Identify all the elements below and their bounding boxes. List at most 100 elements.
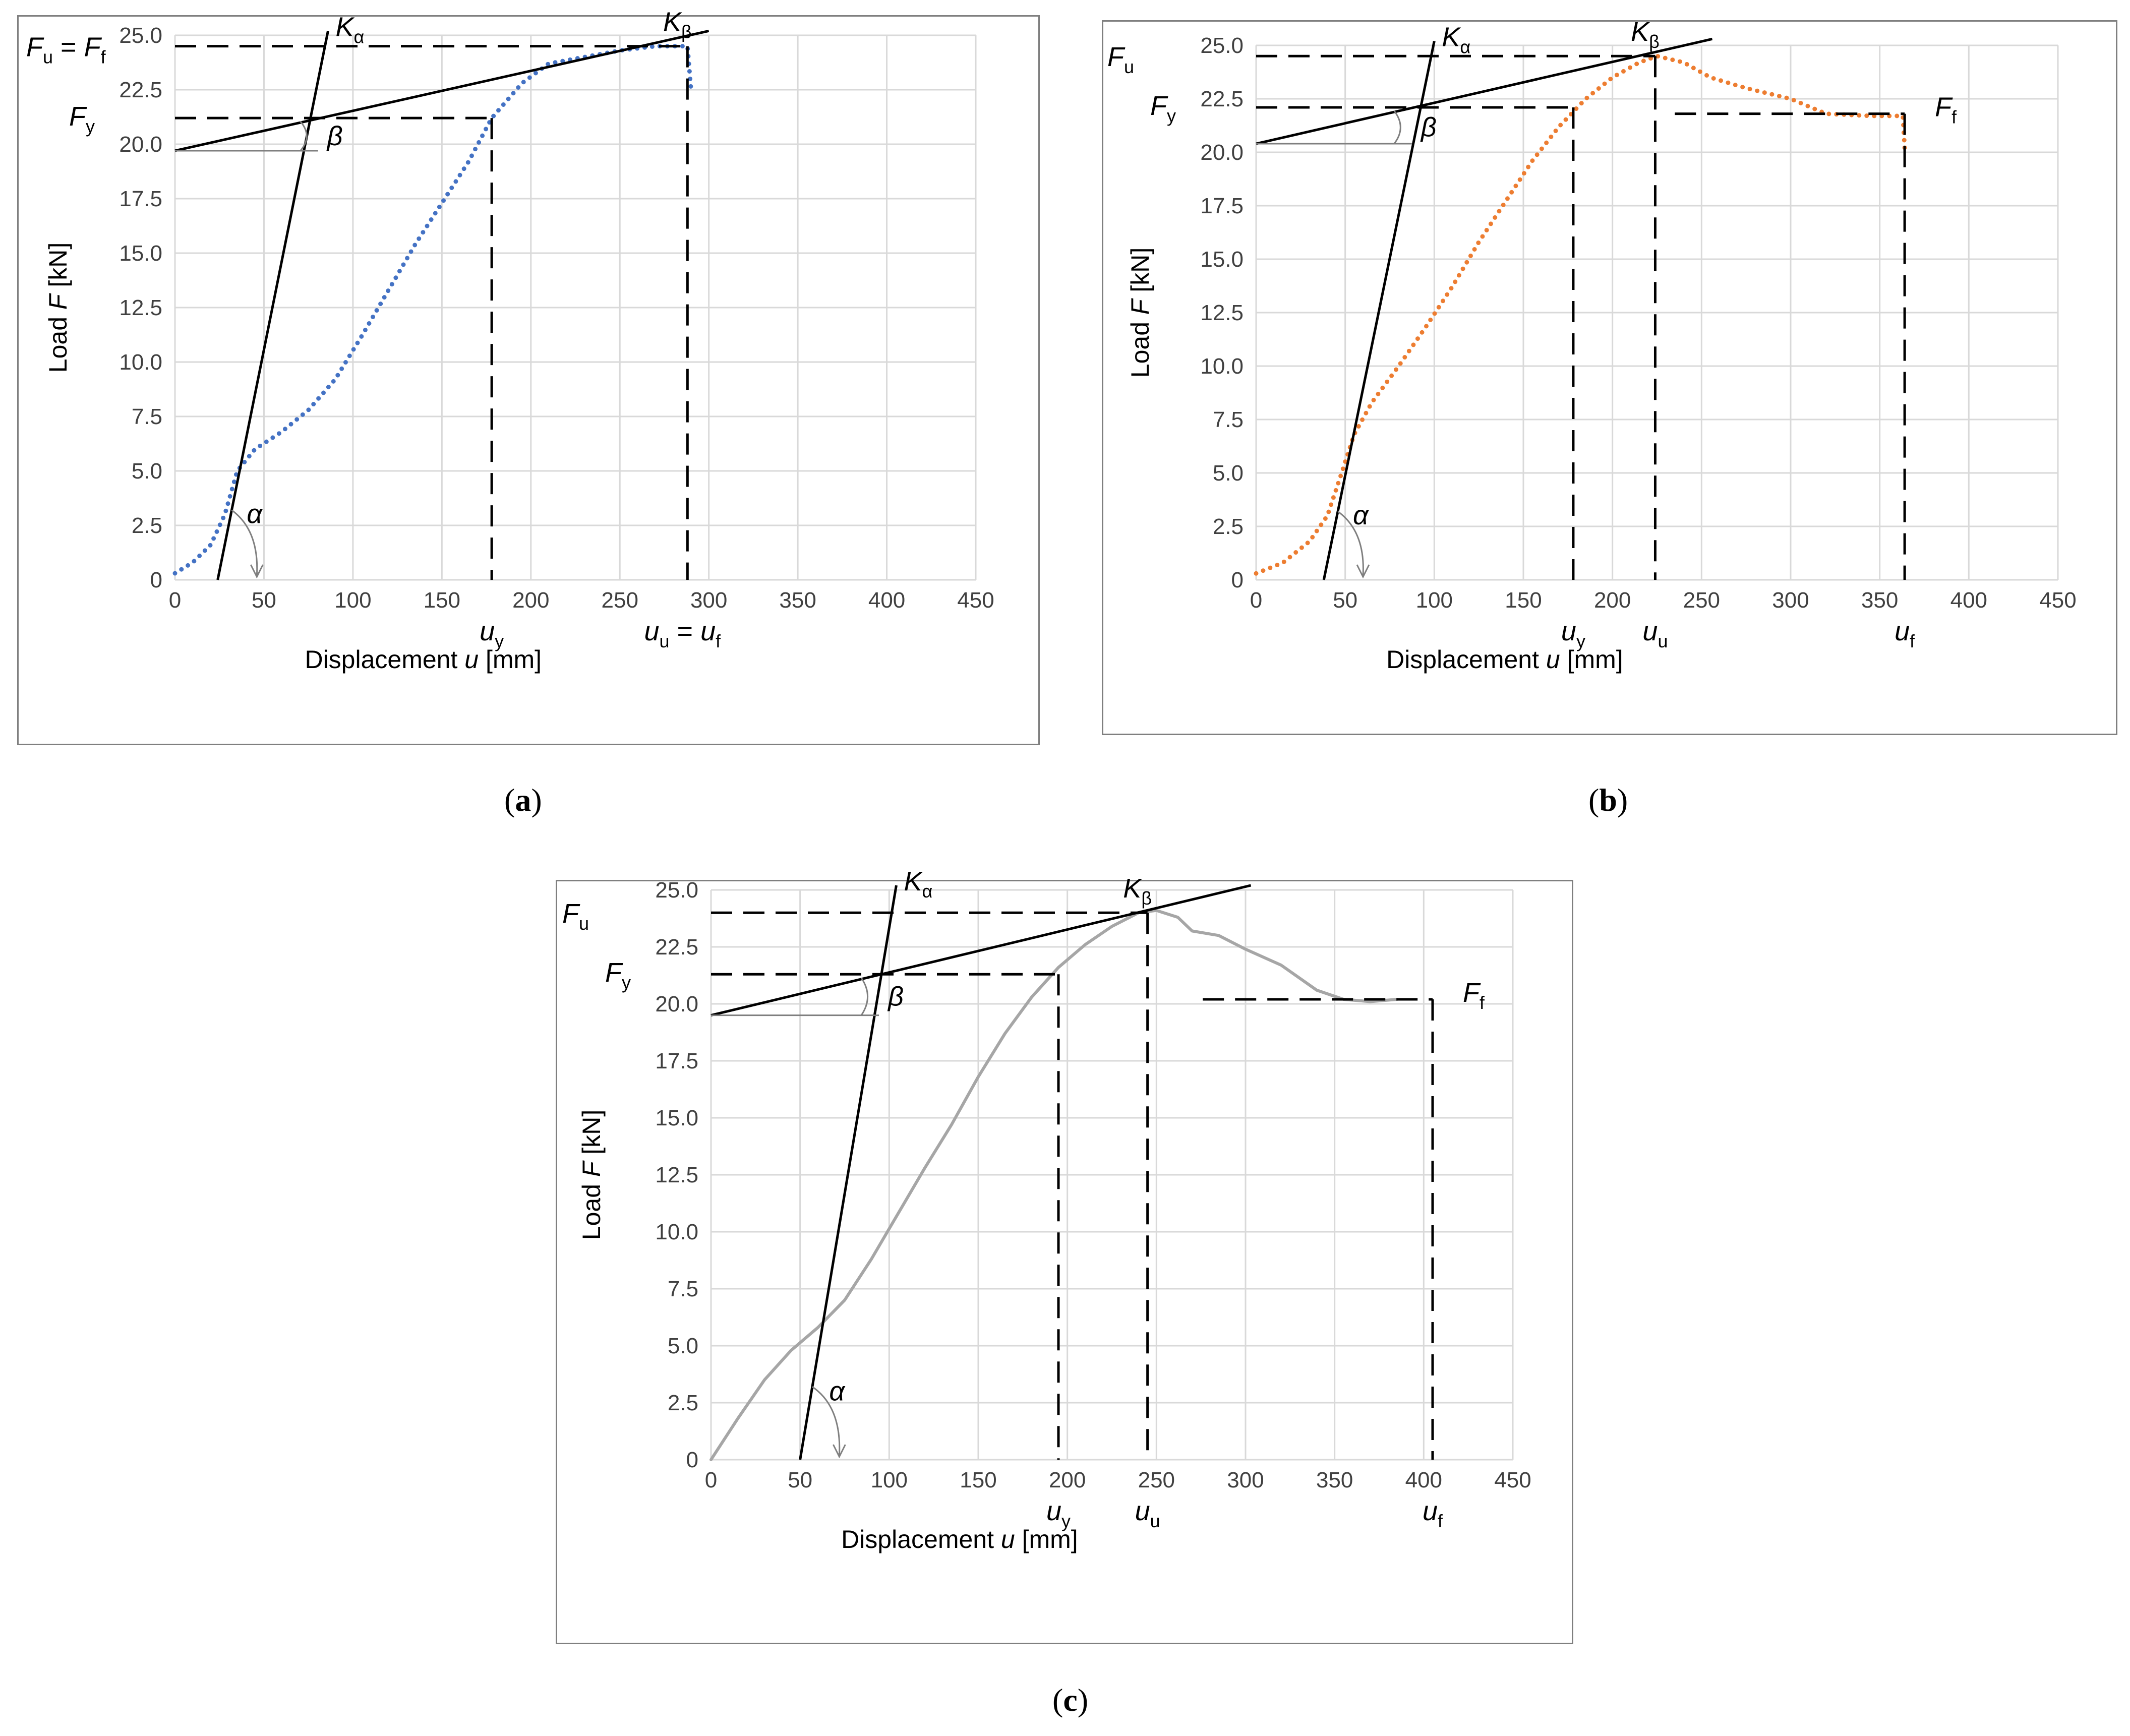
x-tick-label: 400	[1405, 1468, 1442, 1492]
k-beta-label: Kβ	[663, 7, 692, 42]
y-tick-label: 15.0	[655, 1106, 698, 1130]
caption-c: (c)	[1052, 1682, 1089, 1718]
chart-panel-a: 0 50 100 150 200 250 300 350 400 450 0 2.5 5.0 7.5 10.…	[17, 7, 1040, 745]
y-tick-label: 2.5	[1213, 514, 1244, 539]
x-tick-label: 150	[424, 588, 460, 613]
k-alpha-line	[216, 30, 329, 580]
k-alpha-line	[1322, 41, 1436, 580]
k-beta-line	[711, 884, 1252, 1017]
ff-label: Ff	[1463, 978, 1485, 1013]
chart-a-svg: 0 50 100 150 200 250 300 350 400 450 0 2.5 5.0 7.5 10.…	[26, 7, 994, 674]
y-tick-label: 2.5	[132, 513, 162, 538]
alpha-arc-arrowhead	[833, 1444, 846, 1459]
uu-label: uu	[1642, 616, 1668, 651]
x-tick-label: 400	[1950, 588, 1987, 613]
uu-uf-label: uu = uf	[644, 616, 721, 651]
x-tick-label: 100	[334, 588, 371, 613]
y-tick-label: 20.0	[1200, 140, 1244, 165]
k-beta-label: Kβ	[1123, 873, 1152, 909]
x-tick-label: 250	[1138, 1468, 1175, 1492]
beta-angle-arc	[300, 121, 308, 151]
load-displacement-curve	[709, 909, 1399, 1461]
y-tick-label: 12.5	[655, 1163, 698, 1187]
y-tick-label: 22.5	[119, 78, 162, 102]
x-tick-label: 450	[1494, 1468, 1531, 1492]
uy-label: uy	[1561, 616, 1585, 651]
alpha-angle-arc	[812, 1386, 841, 1456]
y-tick-label: 5.0	[668, 1334, 698, 1358]
y-tick-label: 22.5	[1200, 87, 1244, 111]
y-tick-label: 5.0	[1213, 461, 1244, 486]
fy-label: Fy	[69, 101, 95, 137]
beta-label: β	[1420, 112, 1437, 142]
x-tick-label: 250	[602, 588, 638, 613]
k-alpha-label: Kα	[335, 12, 364, 47]
x-axis-label: Displacement u [mm]	[841, 1525, 1078, 1553]
load-displacement-curve	[1254, 53, 1907, 576]
x-tick-label: 50	[252, 588, 276, 613]
k-alpha-label: Kα	[1442, 22, 1470, 57]
x-tick-label: 250	[1683, 588, 1720, 613]
x-tick-label: 300	[690, 588, 727, 613]
y-tick-label: 20.0	[119, 132, 162, 157]
k-beta-line	[1256, 37, 1713, 145]
gridlines	[710, 889, 1514, 1461]
x-tick-label: 300	[1772, 588, 1809, 613]
fu-label: Fu	[562, 899, 589, 934]
alpha-arc-arrowhead	[1356, 564, 1370, 579]
caption-b: (b)	[1588, 782, 1628, 818]
y-tick-label: 25.0	[119, 23, 162, 48]
y-tick-label: 7.5	[132, 404, 162, 429]
x-tick-label: 450	[2039, 588, 2076, 613]
uf-label: uf	[1423, 1496, 1443, 1531]
x-tick-label: 0	[169, 588, 181, 613]
uy-label: uy	[480, 616, 504, 651]
uy-label: uy	[1046, 1496, 1071, 1531]
y-axis-label: Load F [kN]	[44, 243, 72, 373]
beta-label: β	[326, 121, 343, 151]
ff-label: Ff	[1935, 92, 1957, 128]
y-tick-label: 7.5	[668, 1277, 698, 1301]
x-tick-label: 300	[1227, 1468, 1264, 1492]
x-tick-label: 100	[871, 1468, 908, 1492]
x-tick-label: 200	[512, 588, 549, 613]
beta-angle-arc	[1393, 110, 1401, 144]
y-tick-label: 12.5	[119, 295, 162, 320]
alpha-label: α	[247, 499, 263, 529]
y-tick-label: 0	[686, 1448, 698, 1472]
alpha-angle-arc	[1337, 511, 1364, 576]
uu-label: uu	[1135, 1496, 1160, 1531]
chart-c-svg: 0 50 100 150 200 250 300 350 400 450 0 2.5 5.0 7.5 10.…	[562, 866, 1531, 1553]
y-tick-label: 10.0	[1200, 354, 1244, 379]
alpha-label: α	[1353, 500, 1370, 530]
x-tick-label: 350	[779, 588, 816, 613]
y-tick-label: 0	[150, 568, 162, 592]
fu-label: Fu = Ff	[26, 32, 106, 68]
x-tick-label: 450	[957, 588, 994, 613]
uf-label: uf	[1895, 616, 1915, 651]
k-alpha-line	[799, 885, 898, 1460]
alpha-label: α	[829, 1376, 846, 1406]
y-tick-label: 7.5	[1213, 407, 1244, 432]
chart-panel-b: 0 50 100 150 200 250 300 350 400 450 0 2.5 5.0 7.5 10.…	[1102, 17, 2117, 735]
gridlines	[1255, 44, 2059, 581]
k-alpha-label: Kα	[904, 866, 932, 902]
y-tick-label: 25.0	[655, 878, 698, 903]
gridlines	[174, 34, 977, 581]
y-tick-label: 20.0	[655, 992, 698, 1016]
y-tick-label: 0	[1231, 568, 1244, 592]
y-tick-label: 5.0	[132, 459, 162, 484]
k-beta-line	[174, 29, 709, 152]
y-tick-label: 17.5	[655, 1049, 698, 1073]
fy-label: Fy	[605, 957, 631, 993]
y-tick-label: 2.5	[668, 1391, 698, 1415]
y-tick-label: 12.5	[1200, 301, 1244, 325]
y-tick-label: 17.5	[1200, 194, 1244, 218]
fu-label: Fu	[1107, 42, 1134, 77]
chart-panel-c: 0 50 100 150 200 250 300 350 400 450 0 2.5 5.0 7.5 10.…	[556, 866, 1573, 1644]
x-tick-label: 200	[1594, 588, 1631, 613]
load-displacement-curve	[172, 44, 693, 576]
fy-label: Fy	[1150, 91, 1176, 126]
x-tick-label: 100	[1416, 588, 1453, 613]
x-tick-label: 0	[705, 1468, 717, 1492]
